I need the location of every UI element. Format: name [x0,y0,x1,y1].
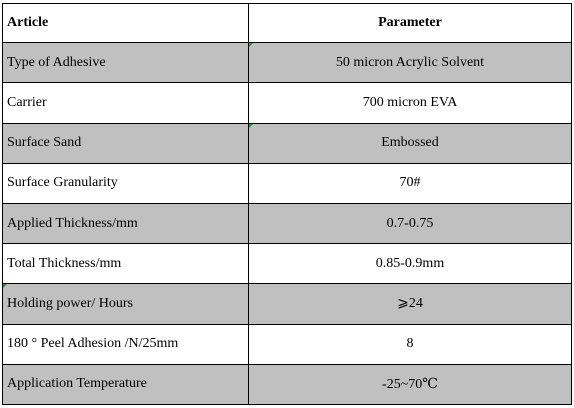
table-row: Surface Sand Embossed [2,122,572,164]
row-value: 50 micron Acrylic Solvent [248,42,572,84]
row-label: Carrier [2,82,249,124]
comment-marker-icon [249,43,253,48]
comment-marker-icon [3,284,7,289]
row-label: Surface Sand [2,122,249,164]
row-value-text: Embossed [381,135,439,151]
table-row: Carrier 700 micron EVA [2,82,572,124]
row-label: Surface Granularity [2,162,249,204]
row-value: 0.85-0.9mm [248,243,572,285]
row-value-text: 50 micron Acrylic Solvent [335,54,485,70]
row-label: Holding power/ Hours [2,283,249,325]
row-label: 180 ° Peel Adhesion /N/25mm [2,323,249,365]
row-value: 70# [248,162,572,204]
row-label: Total Thickness/mm [2,243,249,285]
table-row: Application Temperature -25~70℃ [2,363,572,406]
row-value: ⩾24 [248,283,572,325]
table-row: 180 ° Peel Adhesion /N/25mm 8 [2,323,572,365]
header-parameter: Parameter [248,2,572,44]
row-value: -25~70℃ [248,363,572,406]
table-row: Type of Adhesive 50 micron Acrylic Solve… [2,42,572,84]
header-article: Article [2,2,249,44]
row-label-text: Holding power/ Hours [7,295,133,311]
table-header-row: Article Parameter [2,2,572,44]
table-row: Applied Thickness/mm 0.7-0.75 [2,202,572,245]
table-row: Surface Granularity 70# [2,162,572,204]
row-label: Application Temperature [2,363,249,406]
row-value: Embossed [248,122,572,164]
row-label: Applied Thickness/mm [2,202,249,245]
table-row: Total Thickness/mm 0.85-0.9mm [2,243,572,285]
row-label: Type of Adhesive [2,42,249,84]
row-value: 8 [248,323,572,365]
table-row: Holding power/ Hours ⩾24 [2,283,572,325]
comment-marker-icon [249,124,253,128]
row-value: 700 micron EVA [248,82,572,124]
row-value: 0.7-0.75 [248,202,572,245]
